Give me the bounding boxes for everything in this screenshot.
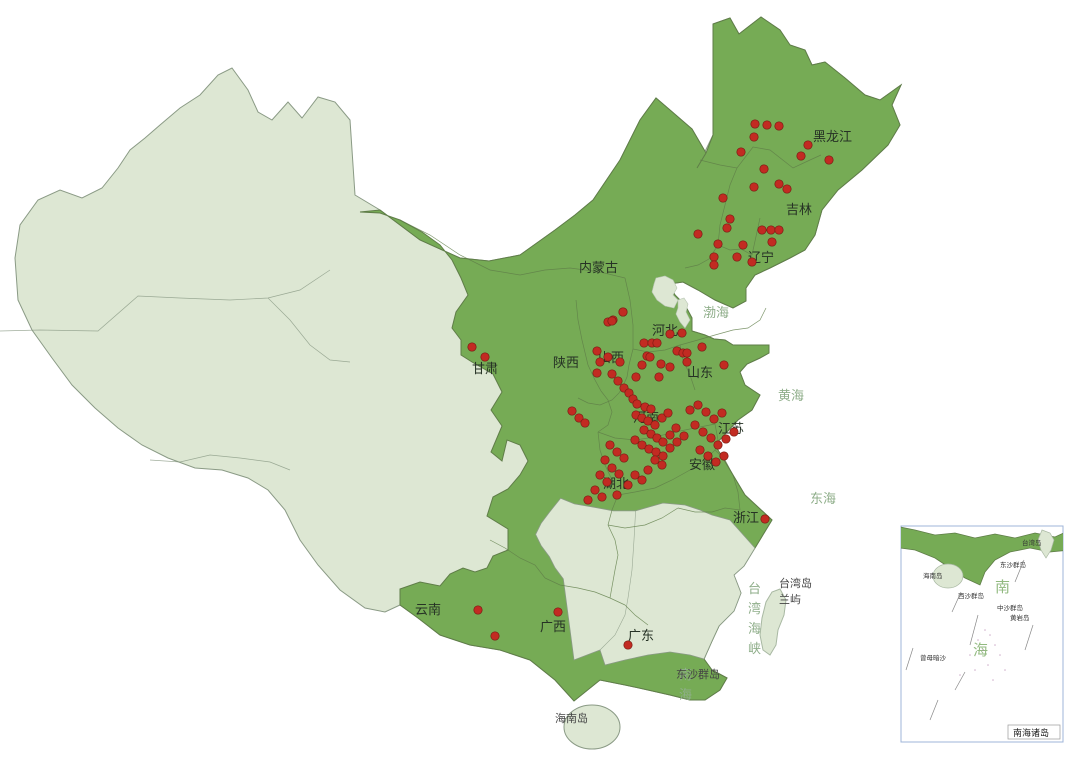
svg-text:渤海: 渤海 xyxy=(703,305,729,320)
svg-text:海: 海 xyxy=(748,621,761,636)
svg-text:台: 台 xyxy=(748,581,761,596)
svg-text:海南岛: 海南岛 xyxy=(923,571,943,580)
svg-text:云南: 云南 xyxy=(415,602,441,617)
svg-text:黑龙江: 黑龙江 xyxy=(813,129,852,144)
svg-text:内蒙古: 内蒙古 xyxy=(579,260,618,275)
svg-text:台湾岛: 台湾岛 xyxy=(779,576,812,590)
svg-text:兰屿: 兰屿 xyxy=(779,593,801,606)
svg-text:甘肃: 甘肃 xyxy=(472,361,498,376)
svg-text:南海诸岛: 南海诸岛 xyxy=(1013,727,1049,738)
svg-text:海: 海 xyxy=(973,642,988,659)
svg-text:中沙群岛: 中沙群岛 xyxy=(997,603,1023,612)
svg-text:曾母暗沙: 曾母暗沙 xyxy=(920,653,947,662)
svg-text:南: 南 xyxy=(995,579,1010,596)
svg-text:台湾岛: 台湾岛 xyxy=(1022,538,1042,547)
svg-text:湾: 湾 xyxy=(748,601,761,616)
svg-text:浙江: 浙江 xyxy=(733,510,759,525)
svg-text:吉林: 吉林 xyxy=(786,202,812,217)
svg-text:东沙群岛: 东沙群岛 xyxy=(676,667,720,681)
svg-text:山东: 山东 xyxy=(687,365,713,380)
svg-text:黄海: 黄海 xyxy=(778,388,804,403)
svg-text:西沙群岛: 西沙群岛 xyxy=(958,591,984,600)
svg-text:广西: 广西 xyxy=(540,619,566,634)
svg-text:陕西: 陕西 xyxy=(553,355,579,370)
svg-text:海: 海 xyxy=(679,687,692,702)
svg-text:峡: 峡 xyxy=(748,641,761,656)
svg-text:海南岛: 海南岛 xyxy=(555,711,588,725)
svg-text:广东: 广东 xyxy=(628,628,654,643)
svg-text:黄岩岛: 黄岩岛 xyxy=(1010,613,1030,622)
svg-text:东海: 东海 xyxy=(810,491,836,506)
